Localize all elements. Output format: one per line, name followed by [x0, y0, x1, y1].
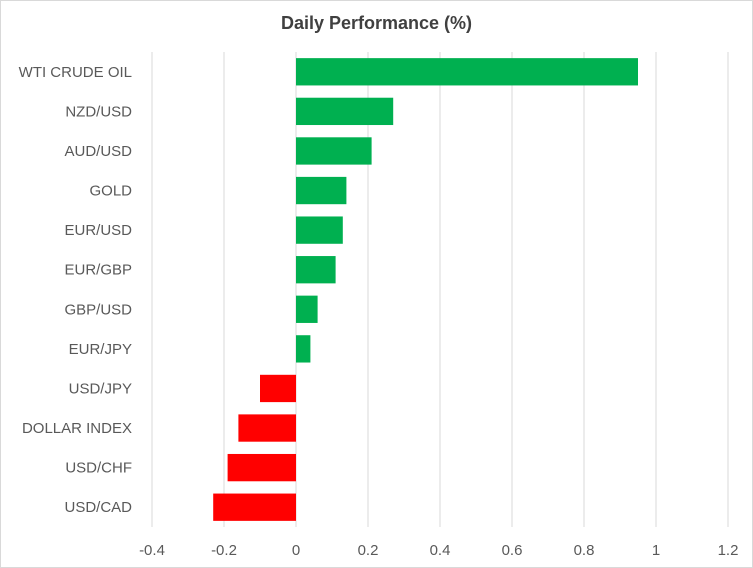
x-tick-label: 0	[292, 542, 300, 559]
category-label: AUD/USD	[64, 143, 132, 160]
bars	[213, 58, 638, 521]
category-label: GBP/USD	[64, 301, 132, 318]
category-label: GOLD	[89, 183, 132, 200]
bar	[213, 493, 296, 521]
category-label: DOLLAR INDEX	[22, 420, 132, 437]
gridlines	[151, 52, 729, 527]
x-tick-label: 1	[652, 542, 660, 559]
category-labels: WTI CRUDE OIL NZD/USD AUD/USD GOLD EUR/USD EU…	[19, 64, 133, 516]
bar	[260, 374, 296, 403]
category-label: WTI CRUDE OIL	[19, 64, 132, 81]
category-label: USD/JPY	[69, 380, 132, 397]
category-label: EUR/USD	[64, 222, 132, 239]
bar	[296, 97, 394, 126]
bar	[296, 256, 336, 284]
bar	[238, 414, 296, 442]
bar	[296, 137, 372, 165]
category-label: EUR/JPY	[69, 341, 132, 358]
x-tick-label: -0.4	[139, 542, 165, 559]
bar	[296, 295, 318, 323]
x-tick-label: 0.2	[358, 542, 379, 559]
bar	[227, 453, 296, 482]
x-tick-label: 0.4	[430, 542, 451, 559]
bar	[296, 58, 638, 86]
category-label: NZD/USD	[65, 103, 132, 120]
x-tick-label: -0.2	[211, 542, 237, 559]
x-tick-label: 1.2	[718, 542, 739, 559]
chart-title: Daily Performance (%)	[280, 13, 473, 33]
x-tick-label: 0.6	[502, 542, 523, 559]
bar	[296, 176, 347, 205]
category-label: USD/CAD	[64, 499, 132, 516]
category-label: USD/CHF	[65, 460, 132, 477]
category-label: EUR/GBP	[64, 262, 132, 279]
bar	[296, 216, 343, 244]
x-tick-label: 0.8	[574, 542, 595, 559]
bar	[296, 335, 311, 363]
x-axis: -0.4 -0.2 0 0.2 0.4 0.6 0.8 1 1.2	[139, 542, 738, 559]
